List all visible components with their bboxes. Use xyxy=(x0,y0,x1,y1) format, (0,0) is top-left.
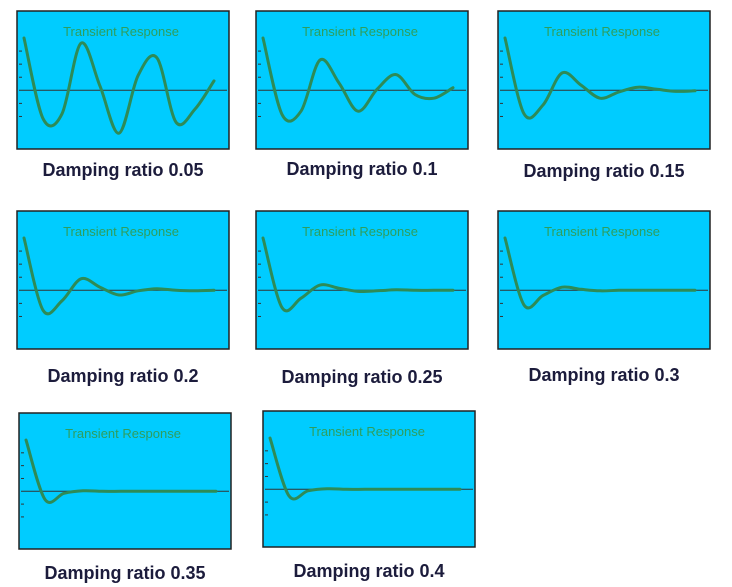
chart-panel-damping-0-3: Transient Response Damping ratio 0.3 xyxy=(497,210,711,385)
chart-title: Transient Response xyxy=(544,24,660,39)
chart-caption: Damping ratio 0.3 xyxy=(528,365,680,385)
series-line xyxy=(503,36,697,120)
chart-caption: Damping ratio 0.35 xyxy=(44,563,206,583)
chart-panel-damping-0-05: Transient Response Damping ratio 0.05 xyxy=(16,10,230,180)
series-line xyxy=(22,236,216,316)
chart-caption: Damping ratio 0.2 xyxy=(47,366,199,386)
tick-marks xyxy=(500,50,503,117)
chart-panel-damping-0-4: Transient Response Damping ratio 0.4 xyxy=(262,410,476,581)
plot-background xyxy=(497,10,711,150)
chart-caption: Damping ratio 0.1 xyxy=(286,159,438,179)
tick-marks xyxy=(500,250,503,317)
plot-background xyxy=(497,210,711,350)
series-line xyxy=(22,36,216,135)
plot-background xyxy=(262,410,476,548)
chart-svg: Transient Response xyxy=(497,10,711,150)
tick-marks xyxy=(19,50,22,117)
tick-marks xyxy=(21,452,24,518)
chart-title: Transient Response xyxy=(302,24,418,39)
chart-svg: Transient Response xyxy=(18,412,232,550)
chart-title: Transient Response xyxy=(544,224,660,239)
series-line xyxy=(261,236,455,313)
chart-svg: Transient Response xyxy=(16,210,230,350)
chart-panel-damping-0-25: Transient Response Damping ratio 0.25 xyxy=(255,210,469,387)
chart-title: Transient Response xyxy=(302,224,418,239)
plot-background xyxy=(16,210,230,350)
plot-background xyxy=(255,10,469,150)
chart-title: Transient Response xyxy=(65,426,181,441)
plot-background xyxy=(255,210,469,350)
chart-caption: Damping ratio 0.25 xyxy=(281,367,443,387)
plot-background xyxy=(18,412,232,550)
chart-svg: Transient Response xyxy=(16,10,230,150)
chart-caption: Damping ratio 0.4 xyxy=(293,561,445,581)
chart-caption: Damping ratio 0.15 xyxy=(523,161,685,181)
chart-title: Transient Response xyxy=(309,424,425,439)
chart-caption: Damping ratio 0.05 xyxy=(42,160,204,180)
chart-svg: Transient Response xyxy=(255,210,469,350)
series-line xyxy=(24,438,218,504)
series-line xyxy=(268,436,462,501)
chart-title: Transient Response xyxy=(63,24,179,39)
chart-panel-damping-0-15: Transient Response Damping ratio 0.15 xyxy=(497,10,711,181)
tick-marks xyxy=(265,450,268,516)
chart-panel-damping-0-2: Transient Response Damping ratio 0.2 xyxy=(16,210,230,386)
series-line xyxy=(261,36,455,123)
chart-svg: Transient Response xyxy=(262,410,476,548)
chart-svg: Transient Response xyxy=(497,210,711,350)
tick-marks xyxy=(258,250,261,317)
chart-title: Transient Response xyxy=(63,224,179,239)
chart-panel-damping-0-1: Transient Response Damping ratio 0.1 xyxy=(255,10,469,179)
tick-marks xyxy=(19,250,22,317)
chart-svg: Transient Response xyxy=(255,10,469,150)
chart-panel-damping-0-35: Transient Response Damping ratio 0.35 xyxy=(18,412,232,583)
tick-marks xyxy=(258,50,261,117)
series-line xyxy=(503,236,697,310)
